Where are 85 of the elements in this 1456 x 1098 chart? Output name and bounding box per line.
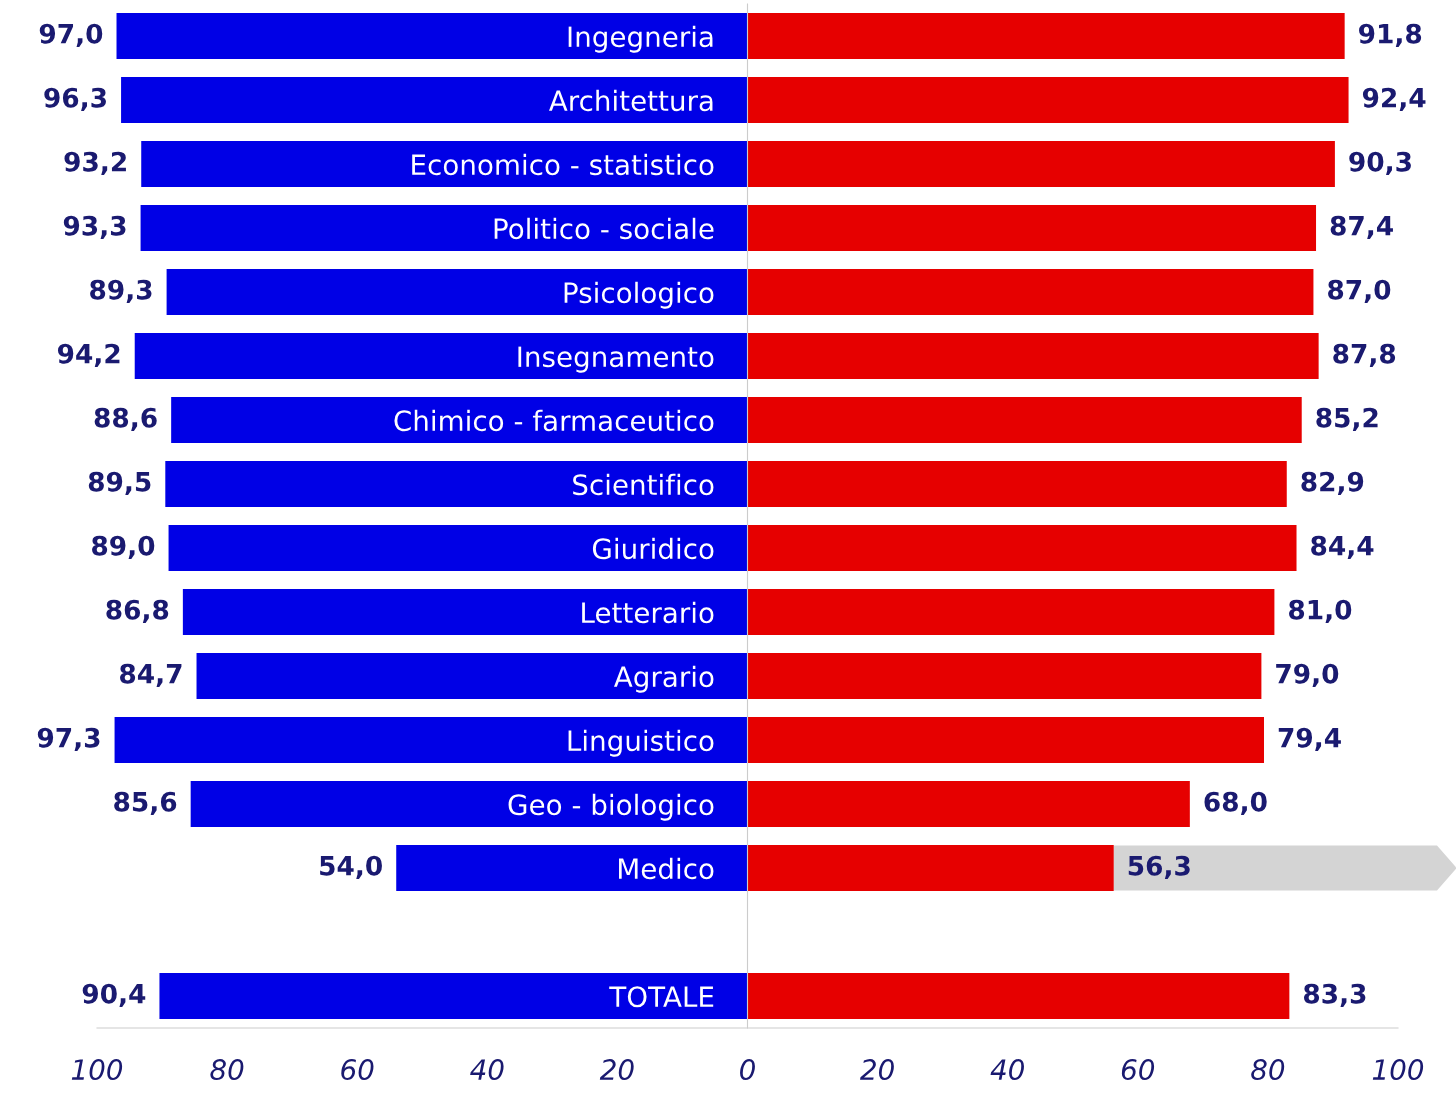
data-label: 90,4	[82, 983, 146, 1008]
x-tick-label: 20	[599, 1059, 634, 1081]
bar	[168, 524, 748, 572]
bar	[747, 716, 1264, 764]
data-label: 85,2	[1316, 407, 1378, 432]
data-label: 97,3	[37, 727, 100, 752]
y-tick-label: Architettura	[548, 89, 713, 112]
data-label: 82,9	[1301, 471, 1364, 496]
data-label: 89,5	[88, 471, 151, 496]
y-tick-label: Letterario	[582, 601, 714, 624]
bar	[747, 76, 1349, 124]
y-tick-label: Agrario	[613, 665, 714, 693]
data-label: 85,6	[114, 791, 177, 816]
data-label: 93,3	[63, 215, 126, 240]
bar	[165, 460, 748, 508]
data-label: 92,4	[1362, 87, 1426, 112]
y-tick-label: Chimico - farmaceutico	[394, 409, 714, 432]
bar	[747, 12, 1345, 60]
bar	[171, 396, 748, 444]
bar	[114, 716, 748, 764]
y-tick-label: Economico - statistico	[412, 153, 714, 176]
data-label: 97,0	[39, 23, 103, 48]
data-label: 93,2	[64, 151, 126, 176]
bar	[182, 588, 748, 636]
y-tick-label: Medico	[619, 857, 714, 880]
y-tick-label: TOTALE	[609, 986, 714, 1008]
bar	[747, 268, 1314, 316]
x-tick-label: 80	[210, 1059, 244, 1081]
data-label: 54,0	[320, 855, 382, 880]
data-label: 88,6	[94, 407, 157, 432]
data-label: 81,0	[1289, 599, 1352, 624]
data-label: 96,3	[44, 87, 106, 112]
x-tick-label: 60	[341, 1059, 374, 1081]
data-label: 86,8	[106, 599, 169, 624]
data-label: 89,0	[92, 535, 155, 560]
y-tick-label: Insegnamento	[518, 346, 714, 373]
data-label: 87,8	[1333, 343, 1396, 368]
bar	[747, 332, 1319, 380]
bar	[747, 140, 1335, 188]
bar	[747, 972, 1290, 1020]
data-label: 84,7	[120, 663, 182, 688]
data-label: 83,3	[1303, 983, 1366, 1008]
bar	[747, 588, 1275, 636]
x-tick-label: 100	[1372, 1059, 1424, 1081]
x-tick-label: 40	[470, 1059, 504, 1081]
x-tick-label: 80	[1251, 1059, 1285, 1081]
bar	[121, 76, 748, 124]
data-label: 89,3	[90, 279, 152, 304]
bar	[159, 972, 748, 1020]
x-tick-label: 60	[1121, 1059, 1155, 1081]
y-tick-label: Psicologico	[564, 281, 714, 309]
data-label: 79,4	[1278, 727, 1341, 752]
data-label: 87,4	[1330, 215, 1393, 240]
bar	[140, 204, 748, 252]
bar	[134, 332, 748, 380]
x-tick-label: 0	[740, 1059, 755, 1081]
y-tick-label: Linguistico	[568, 729, 714, 757]
data-label: 68,0	[1204, 791, 1267, 816]
data-label: 56,3	[1128, 855, 1190, 880]
bar	[396, 844, 748, 892]
bar	[190, 780, 748, 828]
x-tick-label: 100	[71, 1059, 123, 1081]
y-tick-label: Scientifico	[573, 473, 714, 496]
y-tick-label: Politico - sociale	[494, 217, 714, 240]
data-label: 84,4	[1311, 535, 1374, 560]
bar	[747, 652, 1262, 700]
bar	[141, 140, 748, 188]
data-label: 87,0	[1328, 279, 1391, 304]
bar	[196, 652, 748, 700]
y-tick-label: Ingegneria	[568, 25, 713, 53]
data-label: 94,2	[57, 343, 120, 368]
y-tick-label: Giuridico	[592, 537, 714, 560]
bar	[747, 204, 1317, 252]
data-label: 90,3	[1349, 151, 1411, 176]
bar	[747, 396, 1302, 444]
bar	[747, 524, 1297, 572]
bar	[747, 460, 1287, 508]
data-label: 91,8	[1359, 23, 1422, 48]
bar	[747, 780, 1190, 828]
bar	[166, 268, 748, 316]
data-label: 79,0	[1276, 663, 1339, 688]
y-tick-label: Geo - biologico	[508, 793, 714, 821]
x-tick-label: 40	[990, 1059, 1024, 1081]
bar	[116, 12, 748, 60]
x-tick-label: 20	[860, 1059, 894, 1081]
